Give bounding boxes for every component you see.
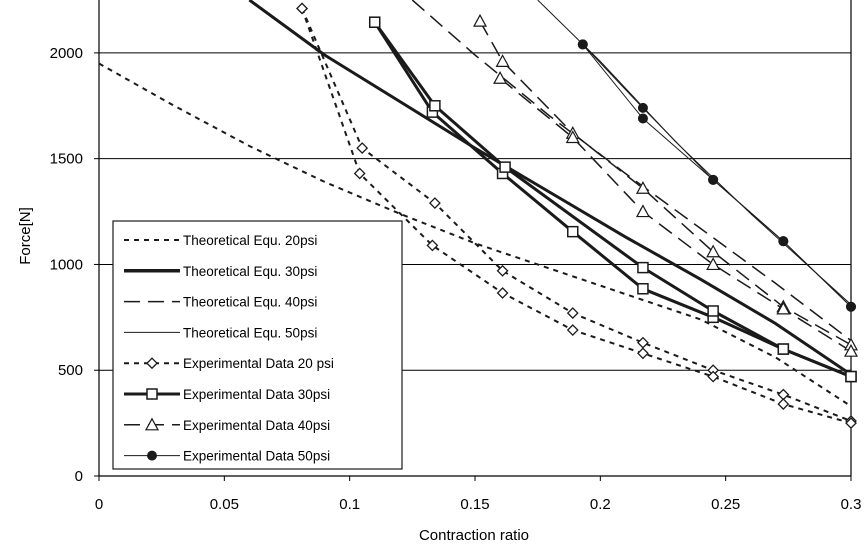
data-point-s4-1: [356, 142, 369, 155]
y-tick-label-3: 1500: [50, 151, 83, 168]
legend-label-1: Theoretical Equ. 30psi: [183, 264, 317, 279]
x-tick-label-0: 0: [95, 496, 103, 513]
data-point-s11-2: [708, 174, 719, 185]
series-line-9: [499, 77, 851, 352]
legend-box: [112, 220, 403, 470]
data-point-s11-3: [778, 236, 789, 247]
data-point-s8-0: [473, 13, 488, 27]
data-point-s4-4: [566, 307, 579, 320]
data-point-s7-4: [707, 305, 719, 317]
data-point-s5-3: [496, 287, 509, 299]
data-point-s5-6: [707, 370, 720, 383]
data-point-s9-4: [776, 301, 791, 315]
data-point-s9-5: [843, 343, 859, 357]
data-point-s7-0: [368, 16, 381, 28]
data-point-s8-3: [635, 181, 650, 194]
y-tick-label-1: 500: [58, 362, 83, 379]
legend-marker-4: [146, 357, 158, 370]
legend-marker-7: [147, 450, 157, 461]
legend-label-2: Theoretical Equ. 40psi: [183, 295, 317, 310]
legend-marker-6: [144, 417, 160, 431]
data-point-s4-5: [637, 336, 649, 349]
data-point-s7-6: [845, 370, 857, 383]
data-point-s10-1: [637, 102, 648, 113]
data-point-s9-1: [565, 130, 580, 144]
data-point-s5-4: [566, 324, 579, 336]
series-line-0: [99, 62, 851, 408]
data-point-s5-0: [296, 2, 308, 15]
data-point-s7-3: [637, 261, 649, 274]
data-point-s7-5: [777, 343, 790, 355]
data-point-s9-2: [635, 204, 650, 218]
legend-label-0: Theoretical Equ. 20psi: [183, 233, 317, 248]
series-line-2: [411, 0, 851, 342]
data-point-s9-0: [493, 71, 508, 84]
tick-labels: 0 0.05 0.1 0.15 0.2 0.25 0.3 0 500 1000 1500 2000: [50, 45, 862, 513]
data-point-s11-4: [846, 301, 856, 312]
data-point-s4-2: [428, 197, 441, 210]
x-tick-label-4: 0.2: [590, 496, 611, 513]
legend-marker-5: [146, 388, 158, 400]
x-axis-title: Contraction ratio: [419, 527, 529, 544]
x-tick-label-1: 0.05: [210, 496, 239, 513]
data-point-s4-7: [777, 388, 790, 401]
data-point-s8-4: [706, 244, 721, 258]
series-line-1: [248, 0, 851, 376]
data-point-s5-7: [777, 398, 790, 410]
legend-label-5: Experimental Data 30psi: [183, 387, 330, 402]
y-axis-title: Force[N]: [17, 207, 34, 265]
data-point-s11-1: [637, 113, 648, 124]
legend-label-4: Experimental Data 20 psi: [183, 356, 334, 371]
legend-label-6: Experimental Data 40psi: [183, 418, 330, 433]
data-point-s8-1: [495, 54, 510, 67]
data-point-s9-3: [706, 257, 721, 271]
x-tick-label-6: 0.3: [841, 496, 862, 513]
data-point-s11-0: [577, 39, 588, 50]
marker-layer: [296, 2, 859, 430]
legend-label-7: Experimental Data 50psi: [183, 449, 330, 464]
x-tick-label-3: 0.15: [460, 496, 489, 513]
data-point-s5-8: [845, 417, 857, 430]
y-tick-label-0: 0: [75, 468, 83, 485]
data-point-s5-5: [637, 347, 649, 360]
data-point-s7-2: [499, 161, 511, 173]
data-point-s5-1: [353, 167, 366, 180]
data-point-s6-3: [567, 225, 579, 238]
x-tick-label-5: 0.25: [711, 496, 740, 513]
y-tick-label-4: 2000: [50, 45, 83, 62]
data-point-s5-2: [426, 239, 439, 252]
data-point-s4-3: [496, 264, 509, 277]
x-tick-label-2: 0.1: [339, 496, 360, 513]
legend: Theoretical Equ. 20psi Theoretical Equ. 3…: [112, 220, 403, 470]
data-point-s6-4: [637, 283, 649, 295]
legend-label-3: Theoretical Equ. 50psi: [183, 325, 317, 340]
y-tick-label-2: 1000: [50, 256, 83, 273]
data-point-s7-1: [429, 100, 441, 112]
